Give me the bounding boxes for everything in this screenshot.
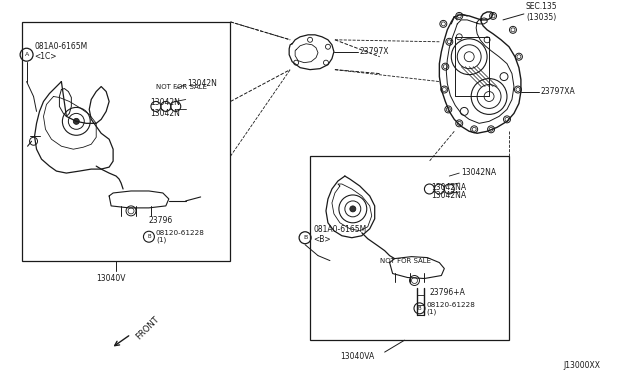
- Text: 13042N: 13042N: [150, 98, 180, 107]
- Bar: [310, 156, 509, 340]
- Text: B: B: [418, 306, 421, 311]
- Text: 13042N: 13042N: [187, 79, 216, 88]
- Text: 13042NA: 13042NA: [431, 183, 467, 192]
- Text: 081A0-6165M
<1C>: 081A0-6165M <1C>: [35, 42, 88, 61]
- Text: 23796: 23796: [149, 216, 173, 225]
- Text: NOT FOR SALE: NOT FOR SALE: [380, 257, 431, 264]
- Text: 08120-61228
(1): 08120-61228 (1): [426, 302, 476, 315]
- Text: 23796+A: 23796+A: [429, 288, 465, 297]
- Text: A: A: [24, 52, 29, 57]
- Text: 081A0-6165M
<B>: 081A0-6165M <B>: [313, 225, 366, 244]
- Text: 23797XA: 23797XA: [541, 87, 575, 96]
- Text: B: B: [147, 234, 151, 239]
- Text: 13042NA: 13042NA: [461, 167, 497, 177]
- Bar: [22, 22, 230, 261]
- Text: 13040VA: 13040VA: [340, 352, 374, 360]
- Text: 13042N: 13042N: [150, 109, 180, 118]
- Circle shape: [350, 206, 356, 212]
- Text: SEC.135
(13035): SEC.135 (13035): [526, 2, 557, 22]
- Text: B: B: [303, 235, 307, 240]
- Text: 23797X: 23797X: [360, 47, 389, 56]
- Text: FRONT: FRONT: [134, 315, 161, 341]
- Text: 08120-61228
(1): 08120-61228 (1): [156, 230, 205, 244]
- Text: J13000XX: J13000XX: [564, 360, 601, 369]
- Text: 13040V: 13040V: [96, 274, 125, 283]
- Text: 13042NA: 13042NA: [431, 192, 467, 201]
- Circle shape: [74, 118, 79, 124]
- Text: NOT FOR SALE: NOT FOR SALE: [156, 84, 207, 90]
